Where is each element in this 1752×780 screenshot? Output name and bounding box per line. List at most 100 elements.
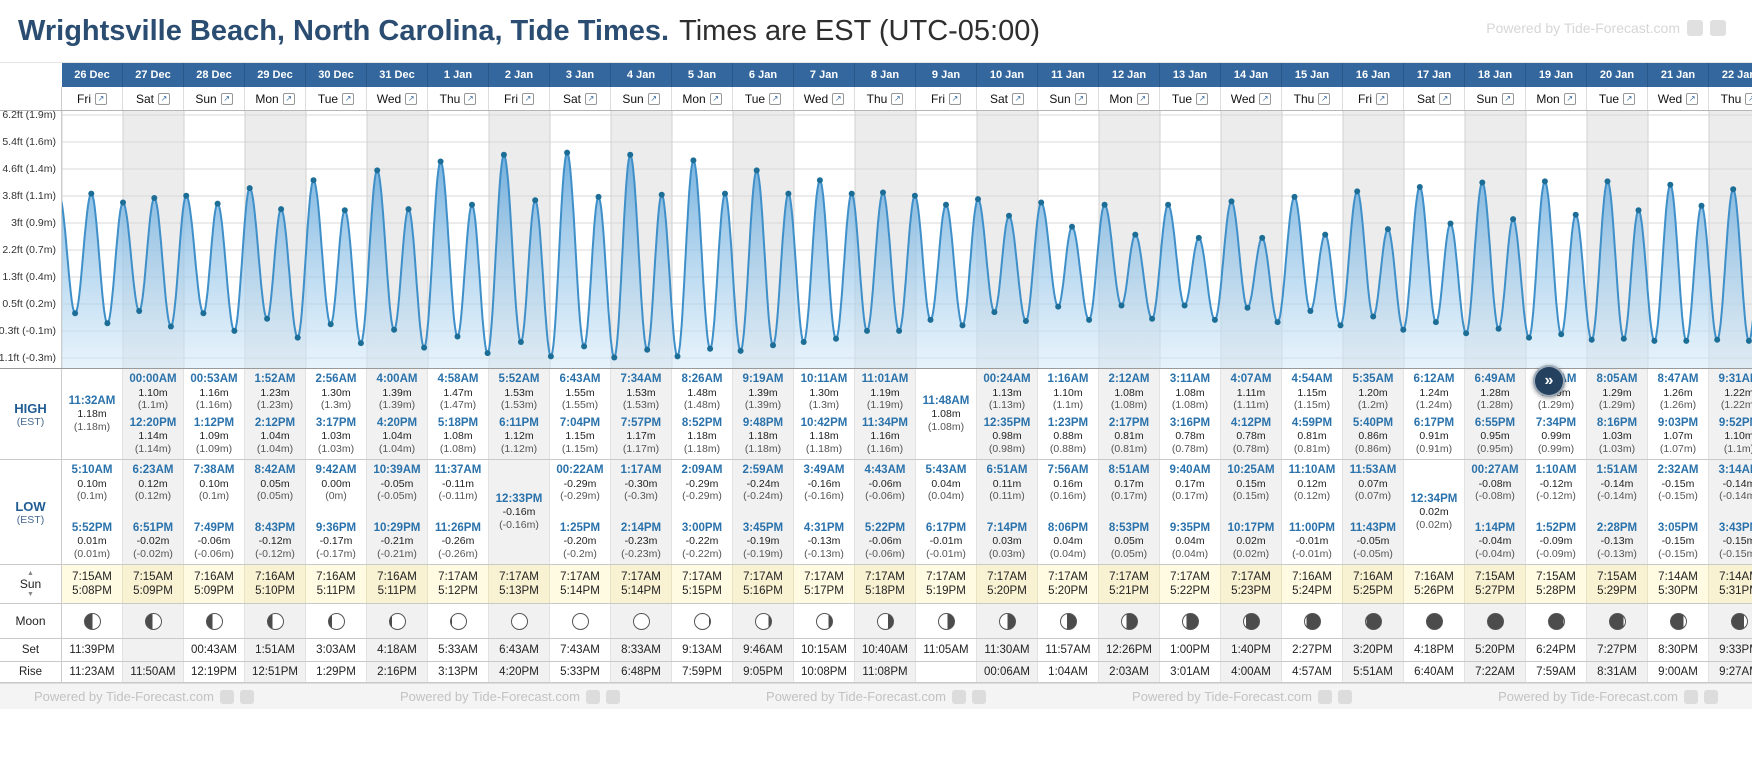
tide-height: -0.11m [442, 477, 474, 490]
tide-entry: 5:43AM 0.04m (0.04m) [916, 464, 976, 502]
moonrise-time: 4:57AM [1282, 662, 1343, 682]
expand-day-icon[interactable]: ↗ [1439, 93, 1451, 105]
expand-day-icon[interactable]: ↗ [282, 93, 295, 105]
expand-day-icon[interactable]: ↗ [342, 93, 355, 105]
share-icon[interactable] [585, 689, 600, 704]
expand-day-icon[interactable]: ↗ [709, 93, 722, 105]
high-tide-cell: 4:58AM 1.47m (1.47m) 5:18PM 1.08m (1.08m) [428, 369, 489, 459]
footer: Powered by Tide-Forecast.com Powered by … [0, 683, 1752, 709]
expand-day-icon[interactable]: ↗ [95, 93, 107, 105]
tide-height: -0.08m [1478, 477, 1512, 490]
share-icon[interactable] [239, 689, 254, 704]
expand-day-icon[interactable]: ↗ [1501, 93, 1514, 105]
expand-day-icon[interactable]: ↗ [158, 93, 170, 105]
sunrise-time: 7:14AM [1719, 571, 1752, 583]
sunrise-time: 7:17AM [804, 571, 844, 583]
expand-day-icon[interactable]: ↗ [832, 93, 845, 105]
tide-entry: 8:05AM 1.29m (1.29m) [1587, 373, 1647, 411]
tide-extreme-dot [183, 192, 190, 199]
low-tide-cell: 8:51AM 0.17m (0.17m) 8:53PM 0.05m (0.05m) [1099, 460, 1160, 564]
tide-height-alt: (1.08m) [927, 420, 965, 433]
tide-time: 6:12AM [1413, 373, 1455, 385]
tide-entry: 3:45PM -0.19m (-0.19m) [733, 522, 793, 560]
low-tide-cell: 1:17AM -0.30m (-0.3m) 2:14PM -0.23m (-0.23m) [611, 460, 672, 564]
expand-day-icon[interactable]: ↗ [1623, 93, 1636, 105]
scroll-right-button[interactable]: » [1533, 365, 1565, 397]
share-icon[interactable] [1337, 689, 1352, 704]
expand-day-icon[interactable]: ↗ [464, 93, 477, 105]
share-icon[interactable] [1703, 689, 1718, 704]
share-icon[interactable] [1683, 689, 1698, 704]
date-cell: 28 Dec [184, 63, 245, 87]
share-icon[interactable] [219, 689, 234, 704]
y-axis-label: -0.3ft (-0.1m) [0, 325, 56, 337]
tide-height-alt: (1.13m) [988, 398, 1026, 411]
sunset-time: 5:24PM [1292, 585, 1332, 597]
expand-day-icon[interactable]: ↗ [1376, 93, 1388, 105]
tide-height: 1.14m [138, 430, 168, 443]
tide-entry: 1:12PM 1.09m (1.09m) [184, 417, 244, 455]
tide-entry: 3:49AM -0.16m (-0.16m) [794, 464, 854, 502]
moonrise-time: 12:19PM [184, 662, 245, 682]
expand-day-icon[interactable]: ↗ [1074, 93, 1087, 105]
share-icon[interactable] [971, 689, 986, 704]
expand-day-icon[interactable]: ↗ [405, 93, 418, 105]
tide-height: 1.08m [1114, 386, 1144, 399]
tide-height: 1.10m [1724, 430, 1752, 443]
moonset-time: 11:05AM [916, 639, 977, 661]
expand-day-icon[interactable]: ↗ [522, 93, 534, 105]
expand-day-icon[interactable]: ↗ [1686, 93, 1699, 105]
tide-extreme-dot [707, 345, 714, 352]
expand-day-icon[interactable]: ↗ [1012, 93, 1024, 105]
share-icon[interactable] [1687, 20, 1703, 36]
tide-height-alt: (0.17m) [1110, 489, 1148, 502]
tide-height-alt: (1.18m) [73, 420, 111, 433]
tide-entry: 1:52AM 1.23m (1.23m) [245, 373, 305, 411]
expand-day-icon[interactable]: ↗ [1136, 93, 1149, 105]
expand-day-icon[interactable]: ↗ [891, 93, 904, 105]
tide-time: 1:52PM [1535, 521, 1577, 534]
date-cell: 2 Jan [489, 63, 550, 87]
moon-cell [550, 604, 611, 638]
tide-entry: 7:38AM 0.10m (0.1m) [184, 464, 244, 502]
share-icon[interactable] [1710, 20, 1726, 36]
tide-extreme-dot [833, 335, 839, 342]
low-tide-cell: 11:10AM 0.12m (0.12m) 11:00PM -0.01m (-0.01m) [1282, 460, 1343, 564]
expand-day-icon[interactable]: ↗ [1563, 93, 1576, 105]
tide-height-alt: (0.81m) [1293, 442, 1331, 455]
expand-day-icon[interactable]: ↗ [1318, 93, 1331, 105]
tide-extreme-dot [151, 195, 158, 201]
tide-height: -0.06m [868, 477, 902, 490]
share-icon[interactable] [951, 689, 966, 704]
expand-day-icon[interactable]: ↗ [949, 93, 961, 105]
sunset-arrow-icon: ▼ [27, 591, 34, 598]
tide-entry: 6:11PM 1.12m (1.12m) [489, 417, 549, 455]
tide-extreme-dot [1118, 302, 1125, 309]
sunrise-arrow-icon: ▲ [27, 570, 34, 577]
expand-day-icon[interactable]: ↗ [1196, 93, 1209, 105]
tide-extreme-dot [136, 308, 143, 314]
tide-extreme-dot [848, 190, 855, 197]
tide-height: 0.03m [992, 535, 1022, 548]
tide-time: 3:11AM [1169, 373, 1211, 385]
weekday-cell: Fri ↗ [916, 87, 977, 110]
moonset-time: 11:30AM [977, 639, 1038, 661]
share-icon[interactable] [1317, 689, 1332, 704]
expand-day-icon[interactable]: ↗ [1259, 93, 1272, 105]
tide-height-alt: (1.03m) [1598, 442, 1636, 455]
sun-label: Sun [19, 577, 42, 591]
expand-day-icon[interactable]: ↗ [647, 93, 660, 105]
expand-day-icon[interactable]: ↗ [1745, 93, 1752, 105]
moonset-time: 3:03AM [306, 639, 367, 661]
low-tide-cell: 11:37AM -0.11m (-0.11m) 11:26PM -0.26m (-0.26… [428, 460, 489, 564]
expand-day-icon[interactable]: ↗ [769, 93, 782, 105]
share-icon[interactable] [605, 689, 620, 704]
tide-height-alt: (-0.16m) [499, 518, 539, 531]
tide-time: 1:14PM [1474, 521, 1516, 534]
tide-height-alt: (-0.15m) [1658, 547, 1698, 560]
tide-entry: 2:17PM 0.81m (0.81m) [1099, 417, 1159, 455]
date-cell: 20 Jan [1587, 63, 1648, 87]
expand-day-icon[interactable]: ↗ [585, 93, 597, 105]
tide-height-alt: (0.15m) [1232, 489, 1270, 502]
expand-day-icon[interactable]: ↗ [220, 93, 233, 105]
